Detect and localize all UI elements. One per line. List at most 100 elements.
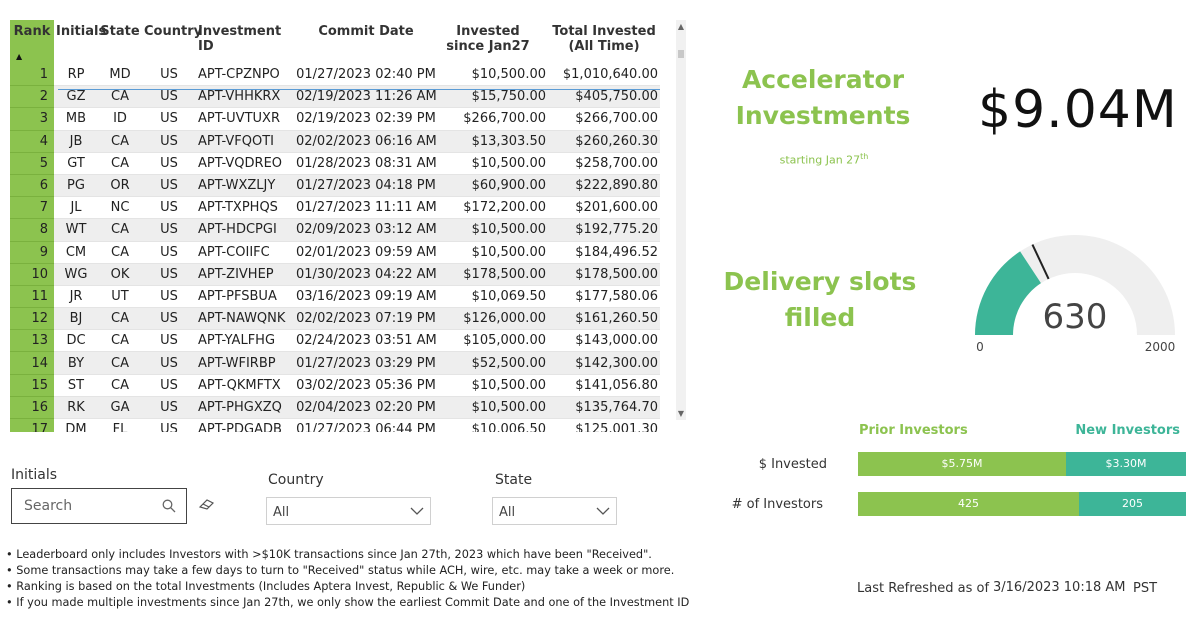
table-row[interactable]: 6 PG OR US APT-WXZLJY 01/27/2023 04:18 PM $60,…: [10, 174, 660, 198]
gauge-title-line1: Delivery slots: [723, 267, 917, 296]
country-cell: US: [142, 396, 196, 420]
search-input[interactable]: [22, 497, 156, 515]
country-dropdown[interactable]: All: [266, 497, 431, 525]
total-invested-cell: $143,000.00: [548, 329, 660, 353]
table-scrollbar[interactable]: ▲ ▼: [676, 20, 686, 420]
rank-cell: 9: [10, 241, 54, 264]
table-row[interactable]: 10 WG OK US APT-ZIVHEP 01/30/2023 04:22 AM $17…: [10, 263, 660, 286]
state-cell: CA: [98, 218, 142, 242]
table-row[interactable]: 3 MB ID US APT-UVTUXR 02/19/2023 02:39 PM $266…: [10, 107, 660, 131]
table-row[interactable]: 16 RK GA US APT-PHGXZQ 02/04/2023 02:20 PM $10…: [10, 396, 660, 420]
state-cell: FL: [98, 418, 142, 432]
column-header-total-invested[interactable]: Total Invested (All Time): [548, 20, 660, 64]
commit-date-cell: 02/24/2023 03:51 AM: [294, 329, 438, 353]
state-cell: MD: [98, 64, 142, 87]
state-dropdown[interactable]: All: [492, 497, 617, 525]
table-row[interactable]: 14 BY CA US APT-WFIRBP 01/27/2023 03:29 PM $52…: [10, 351, 660, 375]
gauge-value: 630: [1043, 297, 1108, 337]
total-invested-cell: $125,001.30: [548, 418, 660, 432]
prior-investors-legend: Prior Investors: [859, 423, 968, 438]
commit-date-cell: 01/27/2023 06:44 PM: [294, 418, 438, 432]
gauge-title-line2: filled: [784, 303, 856, 332]
invested-cell: $10,500.00: [438, 64, 548, 87]
invested-cell: $10,500.00: [438, 152, 548, 175]
search-icon[interactable]: [162, 499, 176, 513]
table-row[interactable]: 17 DM FL US APT-PDGADB 01/27/2023 06:44 PM $10…: [10, 418, 660, 432]
header-divider: [58, 89, 660, 90]
bar-prior-invested: $5.75M: [858, 452, 1066, 476]
total-invested-cell: $184,496.52: [548, 241, 660, 264]
country-cell: US: [142, 329, 196, 353]
column-header-country[interactable]: Country: [144, 24, 203, 39]
total-invested-cell: $178,500.00: [548, 263, 660, 286]
total-invested-cell: $142,300.00: [548, 351, 660, 375]
kpi-value: $9.04M: [978, 80, 1178, 140]
initials-search-box[interactable]: [11, 488, 187, 524]
gauge-target-marker: [1031, 244, 1050, 280]
bar-prior-investors: 425: [858, 492, 1079, 516]
table-row[interactable]: 2 GZ CA US APT-VHHKRX 02/19/2023 11:26 AM $15,…: [10, 85, 660, 109]
investment-id-cell: APT-NAWQNK: [196, 307, 294, 331]
initials-cell: ST: [54, 374, 98, 397]
country-cell: US: [142, 351, 196, 375]
country-cell: US: [142, 107, 196, 131]
invested-cell: $266,700.00: [438, 107, 548, 131]
country-cell: US: [142, 418, 196, 432]
invested-cell: $10,500.00: [438, 241, 548, 264]
invested-cell: $13,303.50: [438, 130, 548, 153]
investment-id-cell: APT-PDGADB: [196, 418, 294, 432]
column-header-investment-id[interactable]: Investment ID: [198, 24, 282, 54]
investment-id-cell: APT-PFSBUA: [196, 285, 294, 309]
column-header-state[interactable]: State: [100, 24, 140, 39]
commit-date-cell: 02/02/2023 06:16 AM: [294, 130, 438, 153]
table-row[interactable]: 13 DC CA US APT-YALFHG 02/24/2023 03:51 AM $10…: [10, 329, 660, 353]
initials-filter-label: Initials: [11, 467, 58, 483]
table-row[interactable]: 4 JB CA US APT-VFQOTI 02/02/2023 06:16 AM $13,…: [10, 130, 660, 153]
country-dropdown-value: All: [273, 505, 290, 520]
table-row[interactable]: 12 BJ CA US APT-NAWQNK 02/02/2023 07:19 PM $12…: [10, 307, 660, 331]
sort-ascending-icon[interactable]: ▲: [16, 52, 23, 61]
column-header-commit-date[interactable]: Commit Date: [318, 24, 414, 39]
column-header-rank[interactable]: Rank ▲: [10, 20, 54, 64]
note-line: • If you made multiple investments since…: [6, 596, 690, 609]
gauge-max: 2000: [1145, 340, 1176, 354]
table-row[interactable]: 9 CM CA US APT-COIIFC 02/01/2023 09:59 AM $10,…: [10, 241, 660, 264]
investment-id-cell: APT-VHHKRX: [196, 85, 294, 109]
country-cell: US: [142, 130, 196, 153]
scroll-thumb[interactable]: [678, 50, 684, 58]
commit-date-cell: 01/27/2023 04:18 PM: [294, 174, 438, 198]
eraser-icon[interactable]: [198, 497, 216, 511]
state-cell: CA: [98, 241, 142, 264]
total-invested-cell: $177,580.06: [548, 285, 660, 309]
table-row[interactable]: 11 JR UT US APT-PFSBUA 03/16/2023 09:19 AM $10…: [10, 285, 660, 309]
country-cell: US: [142, 218, 196, 242]
gauge-title: Delivery slots filled: [710, 264, 930, 336]
table-row[interactable]: 7 JL NC US APT-TXPHQS 01/27/2023 11:11 AM $172…: [10, 196, 660, 220]
chevron-down-icon: [410, 507, 424, 515]
commit-date-cell: 02/09/2023 03:12 AM: [294, 218, 438, 242]
bar-row-label-investors: # of Investors: [731, 497, 823, 512]
invested-cell: $10,500.00: [438, 218, 548, 242]
initials-cell: JL: [54, 196, 98, 220]
initials-cell: MB: [54, 107, 98, 131]
column-header-initials[interactable]: Initials: [56, 24, 107, 39]
kpi-title-line2: Investments: [735, 101, 911, 130]
table-row[interactable]: 15 ST CA US APT-QKMFTX 03/02/2023 05:36 PM $10…: [10, 374, 660, 397]
initials-cell: BY: [54, 351, 98, 375]
table-row[interactable]: 1 RP MD US APT-CPZNPO 01/27/2023 02:40 PM $10,…: [10, 64, 660, 87]
bar-new-investors: 205: [1079, 492, 1186, 516]
state-cell: GA: [98, 396, 142, 420]
rank-cell: 12: [10, 307, 54, 331]
scroll-down-icon[interactable]: ▼: [677, 409, 685, 418]
table-row[interactable]: 8 WT CA US APT-HDCPGI 02/09/2023 03:12 AM $10,…: [10, 218, 660, 242]
rank-cell: 1: [10, 64, 54, 87]
table-row[interactable]: 5 GT CA US APT-VQDREO 01/28/2023 08:31 AM $10,…: [10, 152, 660, 175]
scroll-up-icon[interactable]: ▲: [677, 22, 685, 31]
investment-id-cell: APT-WFIRBP: [196, 351, 294, 375]
column-header-invested[interactable]: Invested since Jan27: [438, 20, 548, 64]
kpi-title: Accelerator Investments: [718, 62, 928, 134]
rank-cell: 17: [10, 418, 54, 432]
investment-id-cell: APT-ZIVHEP: [196, 263, 294, 286]
rank-cell: 10: [10, 263, 54, 286]
note-line: • Some transactions may take a few days …: [6, 564, 675, 577]
